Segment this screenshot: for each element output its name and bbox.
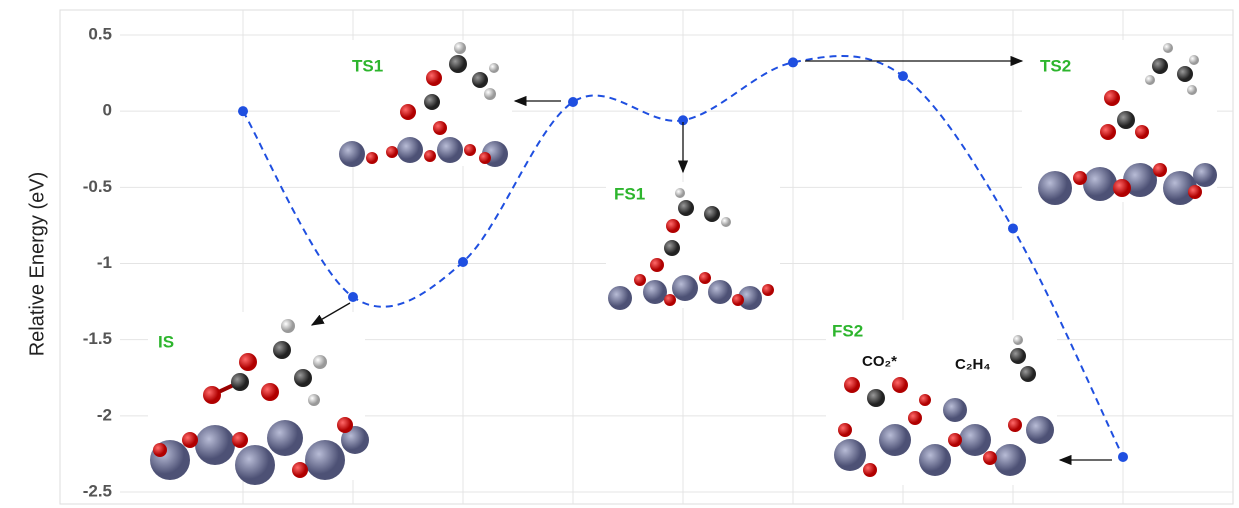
- data-point: [1118, 452, 1128, 462]
- snapshot-is: [148, 312, 369, 485]
- state-label: IS: [158, 332, 174, 351]
- data-point: [238, 106, 248, 116]
- data-point: [788, 57, 798, 67]
- y-tick-label: -0.5: [83, 177, 112, 196]
- y-tick-label: -1: [97, 253, 112, 272]
- state-label: TS1: [352, 56, 383, 75]
- data-point: [458, 257, 468, 267]
- snapshot-fs2: [826, 320, 1057, 485]
- y-tick-label: -2: [97, 405, 112, 424]
- y-axis-label: Relative Energy (eV): [26, 172, 48, 357]
- y-tick-label: -1.5: [83, 329, 112, 348]
- data-point: [568, 97, 578, 107]
- state-label: TS2: [1040, 56, 1071, 75]
- state-label: FS2: [832, 321, 863, 340]
- data-point: [898, 71, 908, 81]
- state-label: FS1: [614, 184, 645, 203]
- y-tick-label: -2.5: [83, 481, 112, 500]
- y-tick-label: 0.5: [88, 24, 112, 43]
- chart: Relative Energy (eV) 0.5 0 -0.5 -1 -1.5 -2 -2.…: [0, 0, 1239, 508]
- species-label: C₂H₄: [955, 356, 990, 373]
- species-label: CO₂*: [862, 353, 897, 370]
- data-point: [348, 292, 358, 302]
- data-point: [1008, 223, 1018, 233]
- y-tick-label: 0: [103, 101, 112, 120]
